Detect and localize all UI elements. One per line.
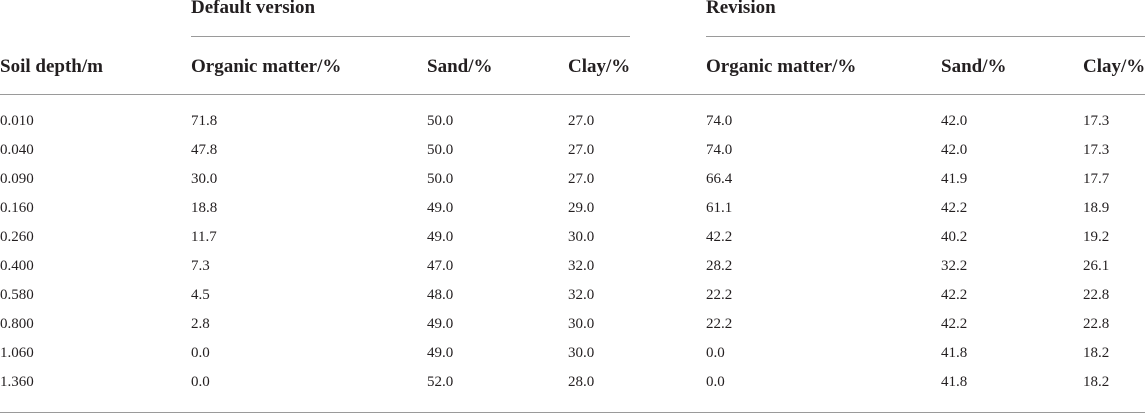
table-cell-sand-revision: 41.8	[941, 345, 968, 361]
table-cell-organic-matter-revision: 0.0	[706, 374, 725, 390]
table-cell-clay-default: 30.0	[568, 229, 595, 245]
table-cell-sand-revision: 40.2	[941, 229, 968, 245]
bottom-rule	[0, 412, 1145, 413]
table-cell-sand-default: 49.0	[427, 316, 454, 332]
table-cell-sand-revision: 42.2	[941, 316, 968, 332]
table-cell-organic-matter-default: 4.5	[191, 287, 210, 303]
table-cell-sand-default: 49.0	[427, 345, 454, 361]
table-cell-clay-revision: 18.2	[1083, 374, 1110, 390]
table-cell-organic-matter-default: 0.0	[191, 345, 210, 361]
table-cell-organic-matter-revision: 28.2	[706, 258, 733, 274]
table-cell-clay-revision: 18.9	[1083, 200, 1110, 216]
table-cell-clay-default: 27.0	[568, 171, 595, 187]
table-cell-sand-default: 50.0	[427, 113, 454, 129]
table-cell-clay-default: 28.0	[568, 374, 595, 390]
table-cell-sand-revision: 42.2	[941, 287, 968, 303]
table-cell-organic-matter-default: 30.0	[191, 171, 218, 187]
table-cell-sand-revision: 42.0	[941, 113, 968, 129]
table-cell-organic-matter-default: 2.8	[191, 316, 210, 332]
table-cell-sand-default: 49.0	[427, 200, 454, 216]
table-cell-organic-matter-default: 47.8	[191, 142, 218, 158]
column-header-sand-revision: Sand/%	[941, 56, 1007, 77]
table-cell-sand-default: 48.0	[427, 287, 454, 303]
table-cell-clay-default: 30.0	[568, 316, 595, 332]
table-cell-soil-depth: 0.580	[0, 287, 34, 303]
table-cell-soil-depth: 0.090	[0, 171, 34, 187]
table-cell-sand-default: 50.0	[427, 142, 454, 158]
group-rule-default-version	[191, 36, 630, 37]
column-header-clay-default: Clay/%	[568, 56, 631, 77]
table-cell-clay-default: 30.0	[568, 345, 595, 361]
table-cell-organic-matter-revision: 42.2	[706, 229, 733, 245]
table-cell-soil-depth: 0.160	[0, 200, 34, 216]
table-cell-clay-default: 32.0	[568, 258, 595, 274]
column-header-organic-matter-default: Organic matter/%	[191, 56, 342, 77]
table-cell-clay-revision: 22.8	[1083, 316, 1110, 332]
table-cell-organic-matter-revision: 66.4	[706, 171, 733, 187]
table-cell-clay-default: 27.0	[568, 113, 595, 129]
column-header-soil-depth: Soil depth/m	[0, 56, 103, 77]
group-header-default-version: Default version	[191, 0, 316, 18]
table-cell-organic-matter-default: 71.8	[191, 113, 218, 129]
table-cell-organic-matter-default: 11.7	[191, 229, 217, 245]
table-cell-soil-depth: 0.260	[0, 229, 34, 245]
table-cell-clay-default: 32.0	[568, 287, 595, 303]
table-cell-sand-revision: 32.2	[941, 258, 968, 274]
table-cell-soil-depth: 0.400	[0, 258, 34, 274]
table-cell-soil-depth: 0.800	[0, 316, 34, 332]
table-cell-sand-revision: 41.9	[941, 171, 968, 187]
table-cell-organic-matter-revision: 22.2	[706, 316, 733, 332]
table-cell-clay-default: 27.0	[568, 142, 595, 158]
table-cell-organic-matter-default: 7.3	[191, 258, 210, 274]
table-cell-organic-matter-default: 0.0	[191, 374, 210, 390]
table-cell-sand-default: 47.0	[427, 258, 454, 274]
table-cell-sand-default: 49.0	[427, 229, 454, 245]
table-cell-sand-revision: 41.8	[941, 374, 968, 390]
column-header-sand-default: Sand/%	[427, 56, 493, 77]
table-cell-soil-depth: 1.060	[0, 345, 34, 361]
table-cell-clay-revision: 26.1	[1083, 258, 1110, 274]
table-cell-clay-revision: 22.8	[1083, 287, 1110, 303]
table-cell-sand-revision: 42.2	[941, 200, 968, 216]
table-cell-organic-matter-revision: 74.0	[706, 142, 733, 158]
group-rule-revision	[706, 36, 1145, 37]
table-cell-soil-depth: 0.040	[0, 142, 34, 158]
table-cell-clay-revision: 17.7	[1083, 171, 1110, 187]
table-cell-sand-default: 50.0	[427, 171, 454, 187]
table-cell-clay-revision: 19.2	[1083, 229, 1110, 245]
table-cell-organic-matter-revision: 61.1	[706, 200, 733, 216]
table-cell-clay-revision: 17.3	[1083, 113, 1110, 129]
group-header-revision: Revision	[706, 0, 776, 18]
column-header-clay-revision: Clay/%	[1083, 56, 1145, 77]
table-cell-organic-matter-revision: 22.2	[706, 287, 733, 303]
table-cell-clay-revision: 17.3	[1083, 142, 1110, 158]
table-cell-organic-matter-revision: 0.0	[706, 345, 725, 361]
table-cell-soil-depth: 0.010	[0, 113, 34, 129]
column-header-organic-matter-revision: Organic matter/%	[706, 56, 857, 77]
table-cell-sand-default: 52.0	[427, 374, 454, 390]
table-cell-clay-revision: 18.2	[1083, 345, 1110, 361]
table-cell-clay-default: 29.0	[568, 200, 595, 216]
table-cell-sand-revision: 42.0	[941, 142, 968, 158]
table-cell-organic-matter-default: 18.8	[191, 200, 218, 216]
table-cell-soil-depth: 1.360	[0, 374, 34, 390]
table-cell-organic-matter-revision: 74.0	[706, 113, 733, 129]
header-rule	[0, 94, 1145, 95]
